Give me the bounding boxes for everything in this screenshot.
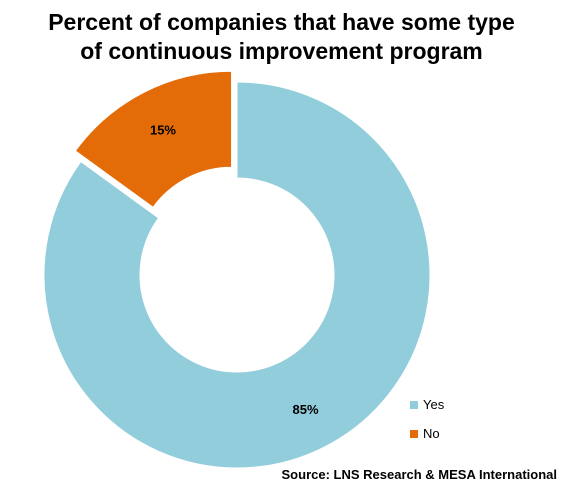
data-label-yes: 85% — [293, 402, 319, 417]
chart-legend: Yes No — [410, 396, 444, 454]
legend-swatch-no — [410, 429, 418, 438]
donut-slice-no — [74, 70, 233, 208]
chart-title: Percent of companies that have some type… — [0, 8, 563, 66]
legend-item-yes: Yes — [410, 396, 444, 413]
chart-title-line-2: of continuous improvement program — [80, 38, 483, 64]
legend-swatch-yes — [410, 400, 418, 409]
source-note: Source: LNS Research & MESA Internationa… — [281, 467, 557, 482]
legend-item-no: No — [410, 425, 444, 442]
legend-label-no: No — [423, 426, 440, 441]
data-label-no: 15% — [150, 122, 176, 137]
legend-label-yes: Yes — [423, 397, 445, 412]
chart-title-line-1: Percent of companies that have some type — [48, 9, 515, 35]
donut-slice-yes — [43, 81, 431, 469]
